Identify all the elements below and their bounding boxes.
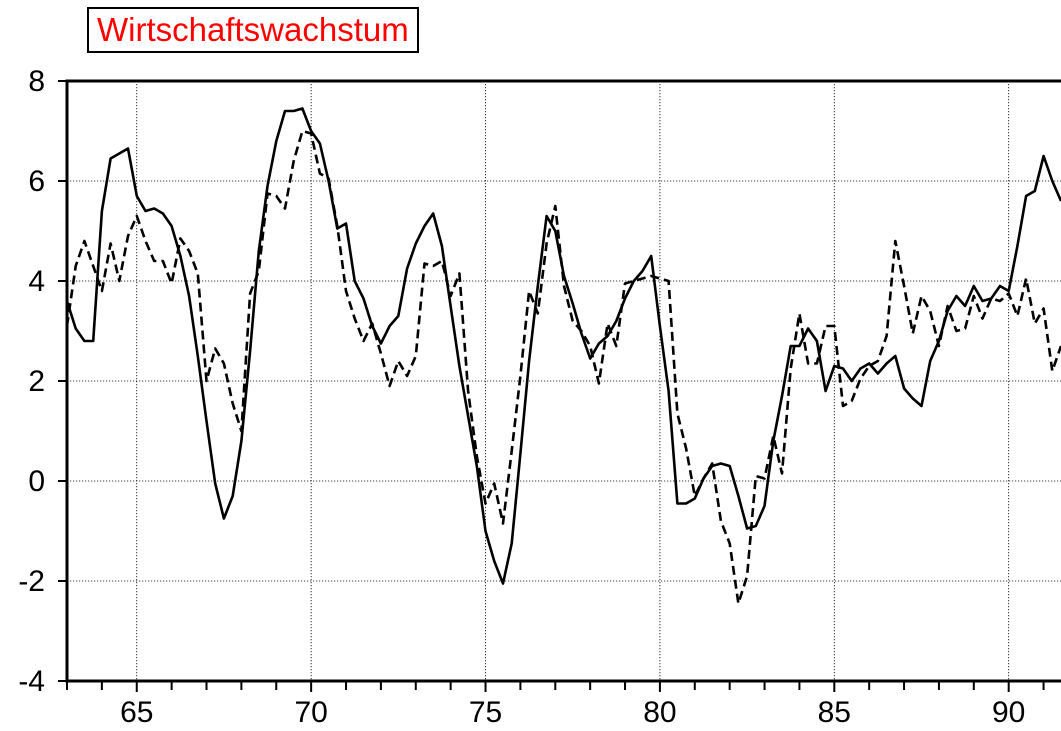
tick-marks — [58, 80, 1045, 692]
tick-labels: -4 -2 0 2 4 6 8 65 70 75 80 85 90 — [18, 65, 1025, 729]
x-tick-label: 70 — [294, 696, 327, 729]
x-tick-label: 90 — [992, 696, 1025, 729]
y-tick-label: -2 — [18, 565, 45, 598]
x-tick-label: 80 — [643, 696, 676, 729]
series-lines — [65, 107, 1061, 605]
x-tick-label: 85 — [818, 696, 851, 729]
y-tick-label: 4 — [28, 265, 45, 298]
y-tick-label: 6 — [28, 165, 45, 198]
y-tick-label: -4 — [18, 665, 45, 698]
y-tick-label: 8 — [28, 65, 45, 98]
x-tick-label: 65 — [120, 696, 153, 729]
y-tick-label: 0 — [28, 465, 45, 498]
series-line-solid — [65, 107, 1061, 585]
x-tick-label: 75 — [469, 696, 502, 729]
grid-lines — [67, 80, 1061, 681]
y-tick-label: 2 — [28, 365, 45, 398]
chart-title: Wirtschaftswachstum — [87, 7, 419, 53]
series-line-dashed — [65, 129, 1061, 605]
